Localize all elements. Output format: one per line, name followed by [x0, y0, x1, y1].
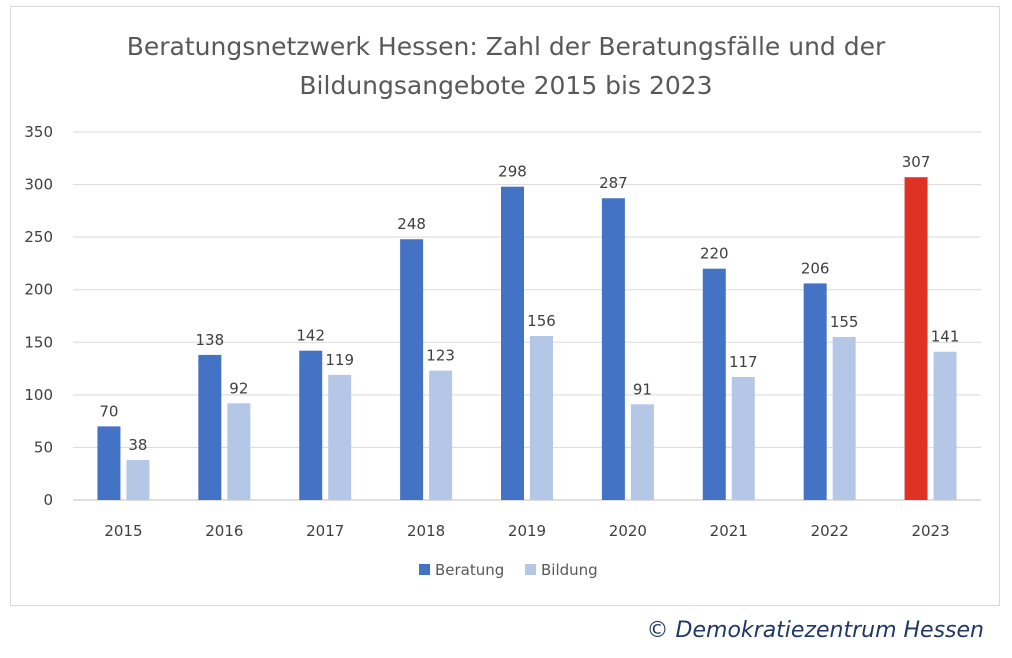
data-label-beratung-2022: 206 — [801, 259, 830, 277]
data-label-beratung-2017: 142 — [296, 327, 325, 345]
y-tick-label: 300 — [24, 176, 53, 194]
gridlines — [73, 131, 981, 501]
bar-bildung-2019 — [530, 335, 553, 500]
data-label-bildung-2019: 156 — [527, 312, 556, 330]
data-label-beratung-2021: 220 — [700, 245, 729, 263]
x-tick-label: 2020 — [609, 522, 647, 540]
y-axis-ticks: 0 50 100 150 200 250 300 350 — [24, 123, 53, 509]
bar-beratung-2021 — [702, 268, 726, 500]
bar-beratung-2019 — [501, 186, 524, 500]
x-tick-label: 2015 — [104, 522, 142, 540]
x-tick-label: 2019 — [508, 522, 546, 540]
bar-chart: Beratungsnetzwerk Hessen: Zahl der Berat… — [24, 32, 981, 579]
data-label-beratung-2018: 248 — [397, 215, 426, 233]
y-tick-label: 200 — [24, 281, 53, 299]
bar-beratung-2016 — [198, 354, 222, 500]
x-tick-label: 2023 — [911, 522, 949, 540]
x-tick-label: 2016 — [205, 522, 243, 540]
legend-label-bildung: Bildung — [541, 561, 598, 579]
y-tick-label: 0 — [43, 491, 53, 509]
y-tick-label: 150 — [24, 333, 53, 351]
chart-frame: Beratungsnetzwerk Hessen: Zahl der Berat… — [10, 6, 1000, 606]
chart-title: Beratungsnetzwerk Hessen: Zahl der Berat… — [127, 32, 886, 100]
y-tick-label: 100 — [24, 386, 53, 404]
bar-beratung-2015 — [97, 426, 121, 500]
bar-beratung-2017 — [299, 350, 323, 500]
y-tick-label: 250 — [24, 228, 53, 246]
x-tick-label: 2017 — [306, 522, 344, 540]
legend-label-beratung: Beratung — [435, 561, 504, 579]
x-tick-label: 2022 — [811, 522, 849, 540]
data-label-bildung-2017: 119 — [325, 351, 354, 369]
copyright-credit: © Demokratiezentrum Hessen — [646, 618, 984, 643]
bar-bildung-2016 — [227, 403, 251, 500]
x-axis-ticks: 2015 2016 2017 2018 2019 2020 2021 2022 2023 — [104, 522, 949, 540]
bar-bildung-2021 — [731, 376, 755, 500]
bar-bildung-2020 — [630, 404, 654, 500]
data-label-bildung-2020: 91 — [633, 380, 652, 398]
bar-beratung-2022 — [803, 283, 827, 500]
data-label-bildung-2022: 155 — [830, 313, 859, 331]
x-tick-label: 2021 — [710, 522, 748, 540]
data-label-bildung-2023: 141 — [931, 328, 960, 346]
data-label-bildung-2018: 123 — [426, 347, 455, 365]
data-label-beratung-2015: 70 — [99, 402, 118, 420]
data-label-bildung-2015: 38 — [128, 436, 147, 454]
bar-bildung-2018 — [429, 370, 453, 500]
legend-swatch-bildung — [525, 564, 536, 575]
chart-title-line-2: Bildungsangebote 2015 bis 2023 — [299, 71, 712, 100]
data-label-bildung-2021: 117 — [729, 353, 758, 371]
bar-bildung-2022 — [832, 337, 856, 500]
bar-bildung-2023 — [933, 351, 957, 500]
bar-bildung-2015 — [126, 460, 150, 500]
bar-bildung-2017 — [328, 374, 352, 500]
data-label-bildung-2016: 92 — [229, 379, 248, 397]
bar-beratung-2020 — [601, 198, 625, 501]
chart-title-line-1: Beratungsnetzwerk Hessen: Zahl der Berat… — [127, 32, 886, 61]
bar-beratung-2023 — [904, 177, 928, 500]
y-tick-label: 350 — [24, 123, 53, 141]
data-label-beratung-2023: 307 — [902, 153, 931, 171]
data-label-beratung-2020: 287 — [599, 174, 628, 192]
data-label-beratung-2016: 138 — [196, 331, 225, 349]
bar-beratung-2018 — [400, 239, 424, 500]
legend: Beratung Bildung — [419, 561, 598, 579]
legend-swatch-beratung — [419, 564, 430, 575]
x-tick-label: 2018 — [407, 522, 445, 540]
data-label-beratung-2019: 298 — [498, 163, 527, 181]
y-tick-label: 50 — [34, 438, 53, 456]
